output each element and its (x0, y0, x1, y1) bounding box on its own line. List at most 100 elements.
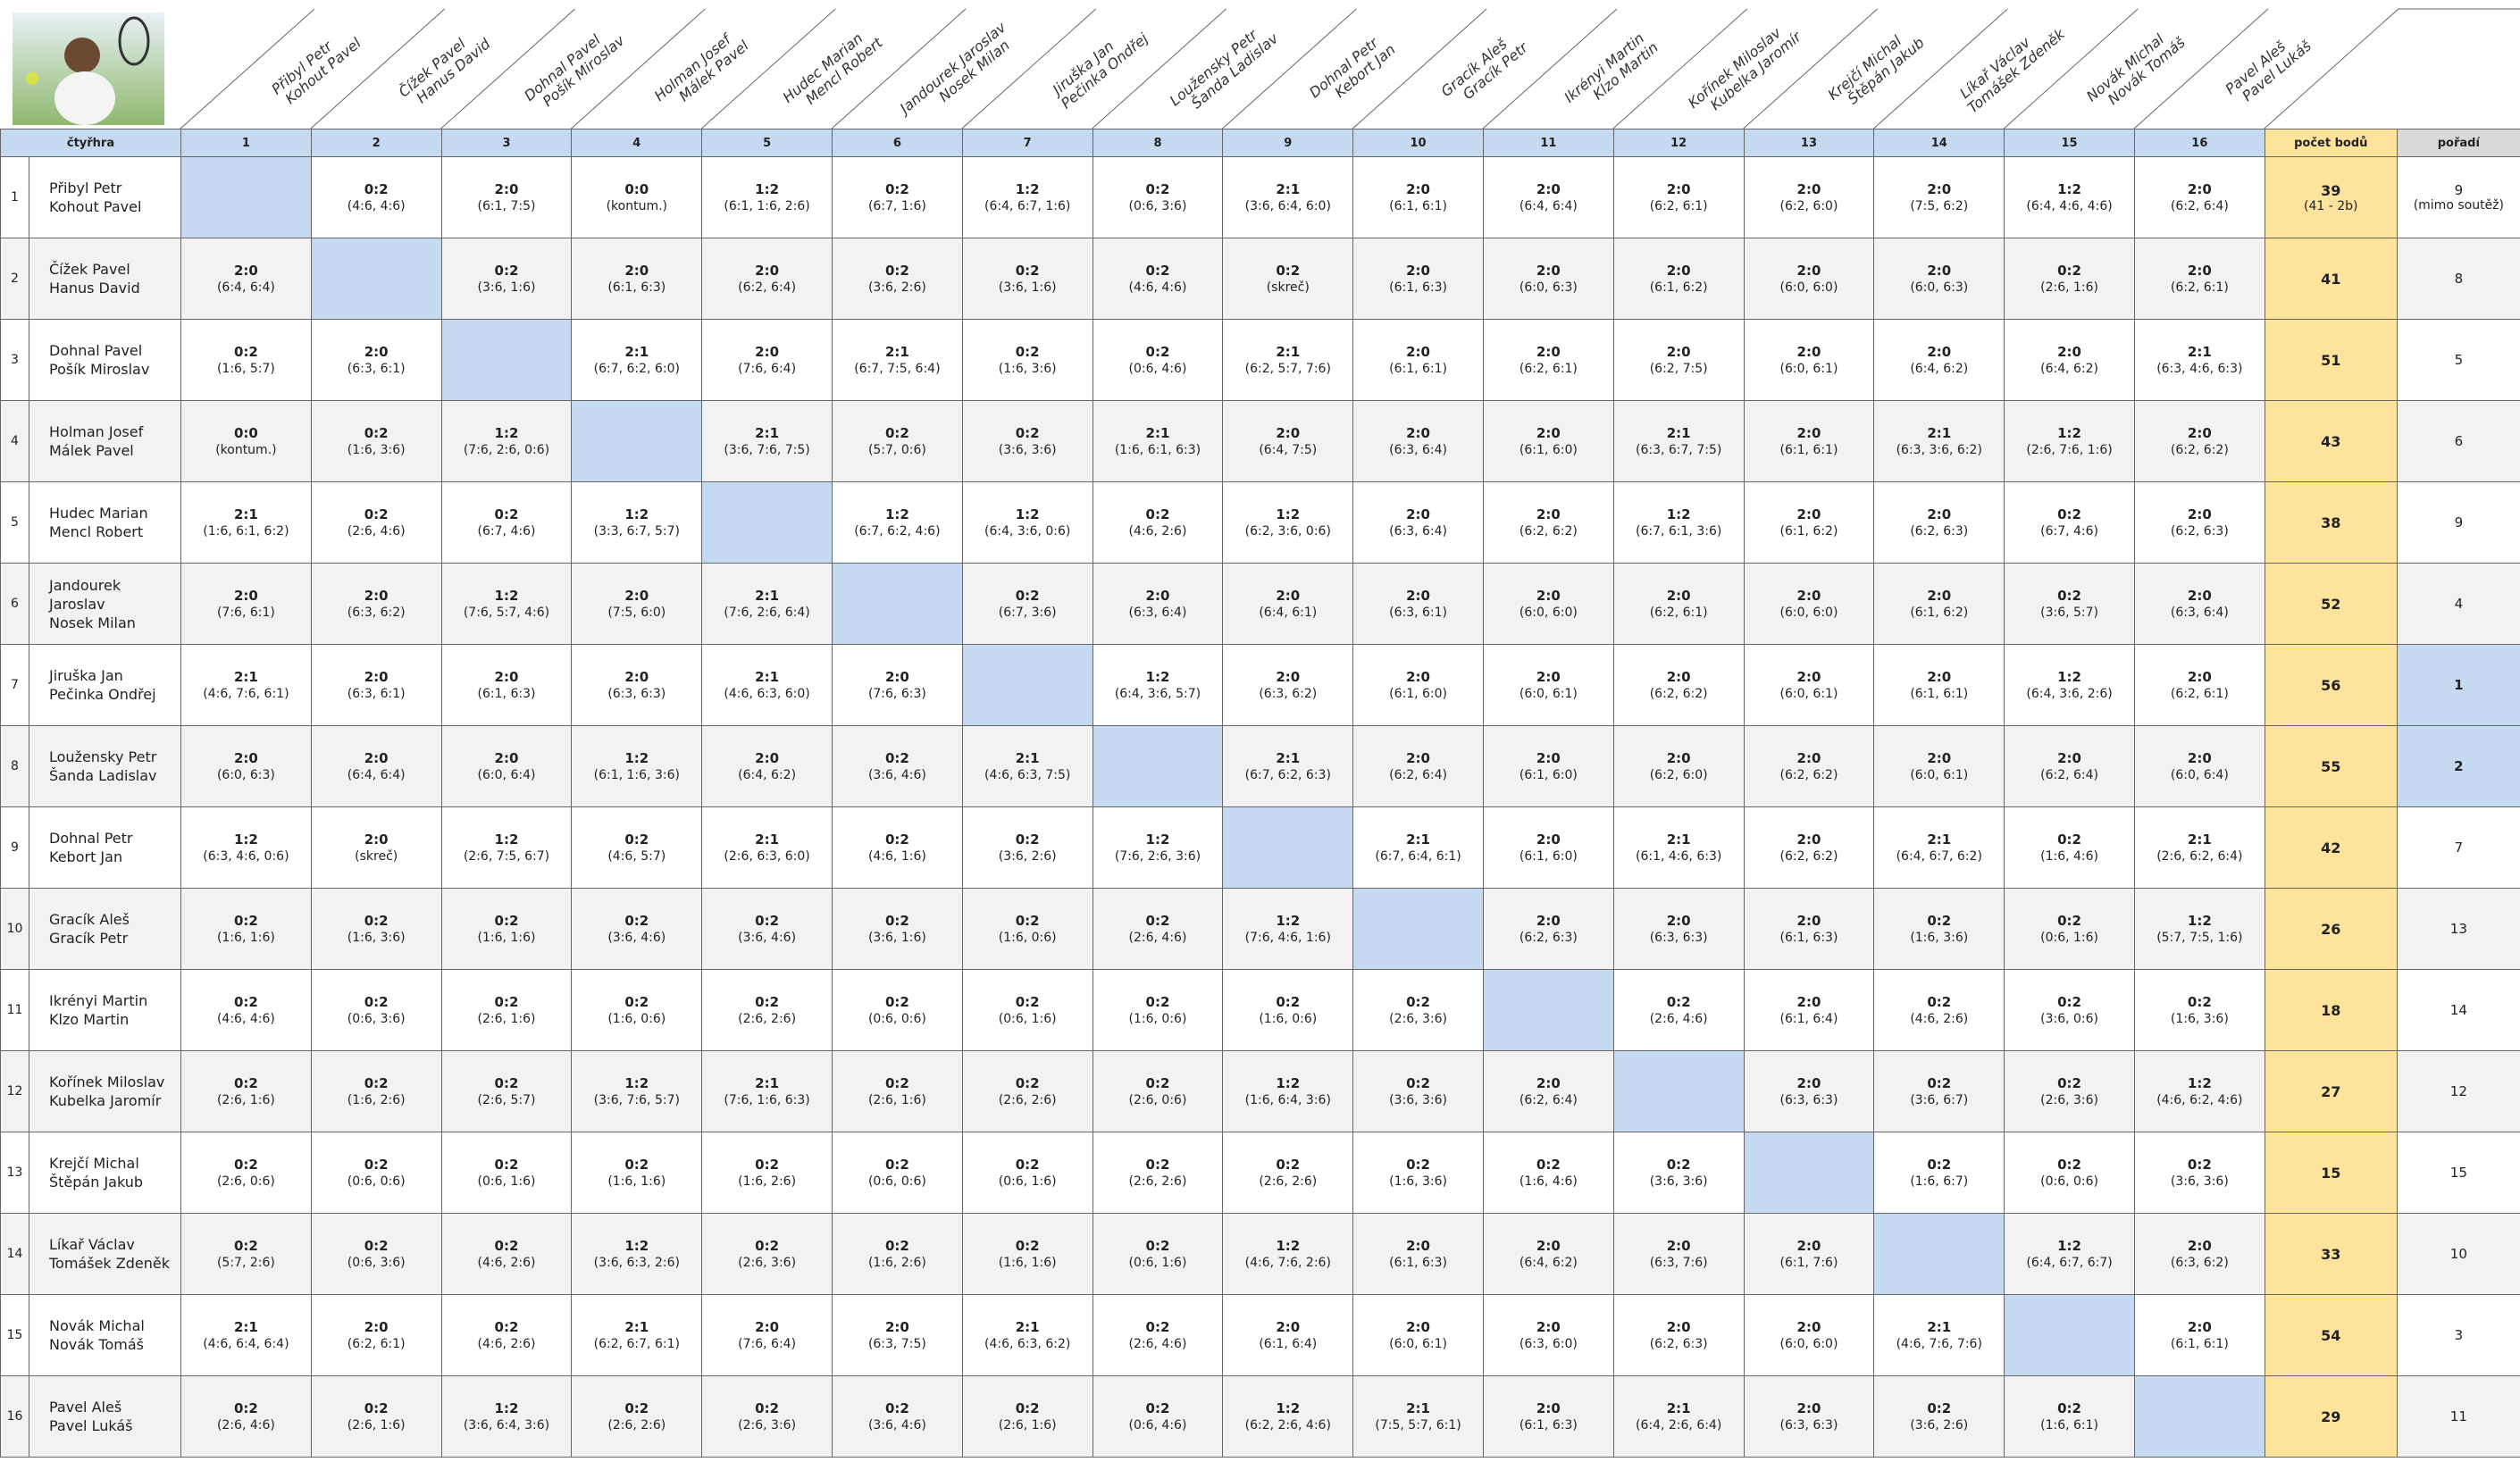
match-score: 2:1 (755, 669, 780, 685)
match-score: 0:2 (2057, 1157, 2081, 1173)
set-scores: (6:3, 6:3) (607, 687, 666, 701)
player-row: 13 Krejčí Michal Štěpán Jakub 0:2 (2:6, 0:6)… (0, 1132, 2520, 1214)
match-result: 2:1 (1:6, 6:1, 6:2) (180, 481, 312, 564)
column-number: 1 (180, 129, 312, 157)
set-scores: (6:3, 6:2) (347, 606, 406, 620)
match-result: 2:0 (6:2, 7:5) (1612, 319, 1745, 401)
set-scores: (2:6, 2:6) (738, 1012, 797, 1026)
set-scores: (4:6, 4:6) (347, 199, 406, 213)
set-scores: (6:4, 2:6, 6:4) (1636, 1418, 1722, 1433)
set-scores: (2:6, 4:6) (216, 1418, 275, 1433)
set-scores: (2:6, 7:6, 1:6) (2026, 443, 2113, 457)
set-scores: (6:3, 6:2) (2170, 1256, 2229, 1270)
match-result: 0:2 (3:6, 2:6) (831, 238, 963, 320)
match-result: 0:2 (4:6, 4:6) (180, 969, 312, 1051)
points: 39 (41 - 2b) (2264, 156, 2398, 238)
set-scores: (6:4, 3:6, 5:7) (1114, 687, 1201, 701)
set-scores: (6:2, 6:2) (2170, 443, 2229, 457)
set-scores: (6:1, 6:2) (1779, 524, 1838, 539)
match-result: 0:2 (4:6, 1:6) (831, 806, 963, 889)
set-scores: (6:1, 6:4) (1779, 1012, 1838, 1026)
match-score: 0:2 (1145, 1400, 1170, 1416)
set-scores: (6:2, 6:3) (1910, 524, 1969, 539)
player-name: Klzo Martin (49, 1011, 130, 1028)
match-score: 0:0 (624, 181, 649, 197)
match-result: 0:2 (1:6, 4:6) (1482, 1132, 1614, 1214)
match-score: 2:0 (494, 669, 519, 685)
set-scores: (6:2, 6:4) (2170, 199, 2229, 213)
match-score: 0:2 (1536, 1157, 1561, 1173)
set-scores: (6:3, 6:3) (1649, 931, 1708, 945)
match-result: 2:0 (6:2, 6:4) (2004, 725, 2135, 807)
set-scores: (4:6, 7:6, 7:6) (1896, 1337, 1982, 1351)
player-name: Pečinka Ondřej (49, 686, 156, 703)
set-scores: (0:6, 1:6) (477, 1174, 536, 1189)
match-result: 0:2 (3:6, 2:6) (961, 806, 1093, 889)
match-score: 2:1 (624, 1319, 649, 1335)
match-score: 2:0 (1796, 263, 1821, 279)
match-score: 0:2 (1927, 1075, 1952, 1091)
match-score: 1:2 (624, 506, 649, 522)
set-scores: (4:6, 6:3, 7:5) (984, 768, 1071, 782)
match-result: 2:0 (6:2, 6:0) (1743, 156, 1875, 238)
header-diagonal (571, 8, 706, 129)
match-score: 0:2 (364, 1075, 389, 1091)
header-diagonal (2133, 8, 2269, 129)
match-result: 0:2 (skreč) (1222, 238, 1354, 320)
match-score: 2:0 (1406, 588, 1430, 604)
rank-value: 4 (2454, 596, 2464, 612)
points: 43 (2264, 400, 2398, 482)
set-scores: (6:4, 6:2) (1910, 362, 1969, 376)
match-result: 0:2 (2:6, 4:6) (1092, 1294, 1224, 1376)
match-score: 2:0 (1796, 344, 1821, 360)
match-score: 0:2 (624, 913, 649, 929)
player-name: Kubelka Jaromír (49, 1092, 162, 1109)
set-scores: (3:6, 3:6) (998, 443, 1057, 457)
player-name: Krejčí Michal (49, 1155, 139, 1172)
match-score: 2:0 (1927, 181, 1952, 197)
set-scores: (3:6, 1:6) (477, 280, 536, 295)
set-scores: (6:3, 6:4) (2170, 606, 2229, 620)
match-score: 0:2 (624, 831, 649, 848)
header-diagonal (180, 8, 315, 129)
match-score: 2:0 (1536, 1075, 1561, 1091)
set-scores: (6:7, 6:2, 4:6) (854, 524, 941, 539)
match-result: 0:0 (kontum.) (180, 400, 312, 482)
match-result: 0:2 (2:6, 4:6) (180, 1375, 312, 1458)
set-scores: (6:4, 6:2) (2040, 362, 2098, 376)
set-scores: (6:1, 6:3) (1779, 931, 1838, 945)
match-score: 0:2 (1015, 344, 1040, 360)
match-result: 2:0 (6:1, 6:3) (1743, 888, 1875, 970)
match-score: 2:0 (2187, 425, 2212, 441)
set-scores: (6:2, 6:4) (1389, 768, 1448, 782)
match-score: 0:2 (2057, 263, 2081, 279)
player-name: Kebort Jan (49, 848, 123, 865)
set-scores: (6:0, 6:1) (1779, 687, 1838, 701)
match-result: 0:2 (1:6, 2:6) (310, 1050, 442, 1132)
match-score: 0:2 (884, 1075, 909, 1091)
set-scores: (6:1, 6:3) (607, 280, 666, 295)
match-result: 0:2 (2:6, 2:6) (961, 1050, 1093, 1132)
set-scores: (6:4, 3:6, 2:6) (2026, 687, 2113, 701)
match-result: 2:1 (6:3, 6:7, 7:5) (1612, 400, 1745, 482)
match-result: 2:0 (6:3, 6:3) (1743, 1375, 1875, 1458)
player-name: Pavel Aleš (49, 1399, 122, 1416)
points: 56 (2264, 644, 2398, 726)
column-number: 4 (571, 129, 703, 157)
match-score: 1:2 (755, 181, 780, 197)
match-score: 2:0 (1536, 831, 1561, 848)
match-result: 2:0 (6:0, 6:1) (1743, 319, 1875, 401)
match-score: 0:2 (1276, 994, 1301, 1010)
match-score: 0:2 (494, 1157, 519, 1173)
header-diagonal (2003, 8, 2139, 129)
set-scores: (4:6, 2:6) (477, 1256, 536, 1270)
header-diagonal (1092, 8, 1227, 129)
set-scores: (1:6, 3:6) (1389, 1174, 1448, 1189)
match-score: 2:0 (1927, 506, 1952, 522)
match-result: 2:1 (6:1, 4:6, 6:3) (1612, 806, 1745, 889)
match-result: 2:0 (6:1, 6:3) (1352, 1213, 1484, 1295)
set-scores: (6:4, 6:2) (738, 768, 797, 782)
match-result: 0:2 (5:7, 2:6) (180, 1213, 312, 1295)
set-scores: (6:0, 6:0) (1779, 280, 1838, 295)
